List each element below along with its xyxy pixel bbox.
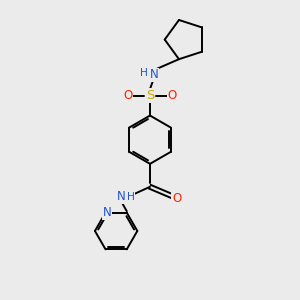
- Text: S: S: [146, 89, 154, 102]
- Text: O: O: [167, 89, 177, 102]
- Text: H: H: [127, 191, 135, 202]
- Text: O: O: [172, 192, 181, 206]
- Text: N: N: [117, 190, 126, 203]
- Text: H: H: [140, 68, 148, 78]
- Text: O: O: [123, 89, 133, 102]
- Text: N: N: [150, 68, 159, 81]
- Text: N: N: [103, 206, 111, 219]
